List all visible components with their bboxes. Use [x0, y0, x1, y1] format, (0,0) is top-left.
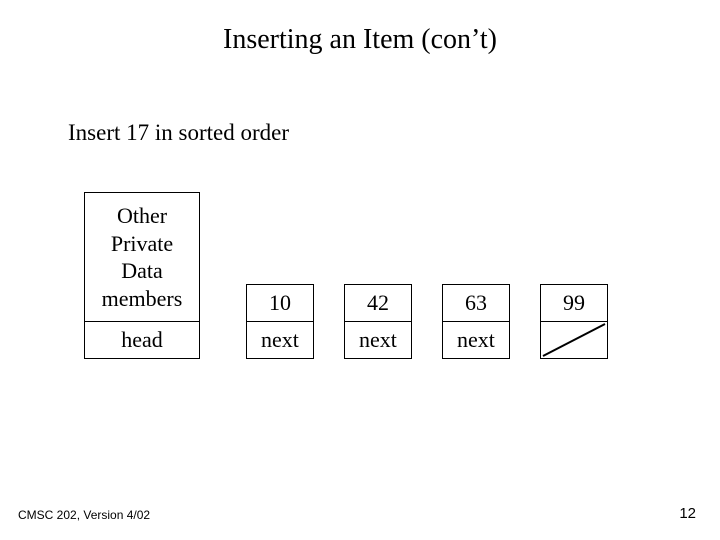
node-next-pointer — [541, 322, 607, 358]
linked-list-node: 10 next — [246, 284, 314, 359]
linked-list-node: 42 next — [344, 284, 412, 359]
list-head-line: Data — [102, 257, 183, 285]
page-number: 12 — [679, 505, 696, 522]
slide-subtitle: Insert 17 in sorted order — [68, 120, 289, 146]
linked-list-node: 99 — [540, 284, 608, 359]
list-head-line: Private — [102, 230, 183, 258]
node-next-pointer: next — [247, 322, 313, 358]
node-next-label: next — [457, 327, 495, 353]
slide-title: Inserting an Item (con’t) — [0, 24, 720, 56]
null-slash-icon — [541, 322, 607, 358]
list-head-private-data: Other Private Data members — [85, 193, 199, 322]
node-next-label: next — [261, 327, 299, 353]
node-next-pointer: next — [345, 322, 411, 358]
node-next-pointer: next — [443, 322, 509, 358]
node-value: 99 — [541, 285, 607, 322]
list-head-line: members — [102, 285, 183, 313]
node-value: 63 — [443, 285, 509, 322]
list-head-pointer: head — [85, 322, 199, 358]
node-next-label: next — [359, 327, 397, 353]
slide: Inserting an Item (con’t) Insert 17 in s… — [0, 0, 720, 540]
node-value: 10 — [247, 285, 313, 322]
linked-list-node: 63 next — [442, 284, 510, 359]
list-head-line: Other — [102, 202, 183, 230]
node-value: 42 — [345, 285, 411, 322]
slide-footer: CMSC 202, Version 4/02 — [18, 508, 150, 522]
list-head-box: Other Private Data members head — [84, 192, 200, 359]
